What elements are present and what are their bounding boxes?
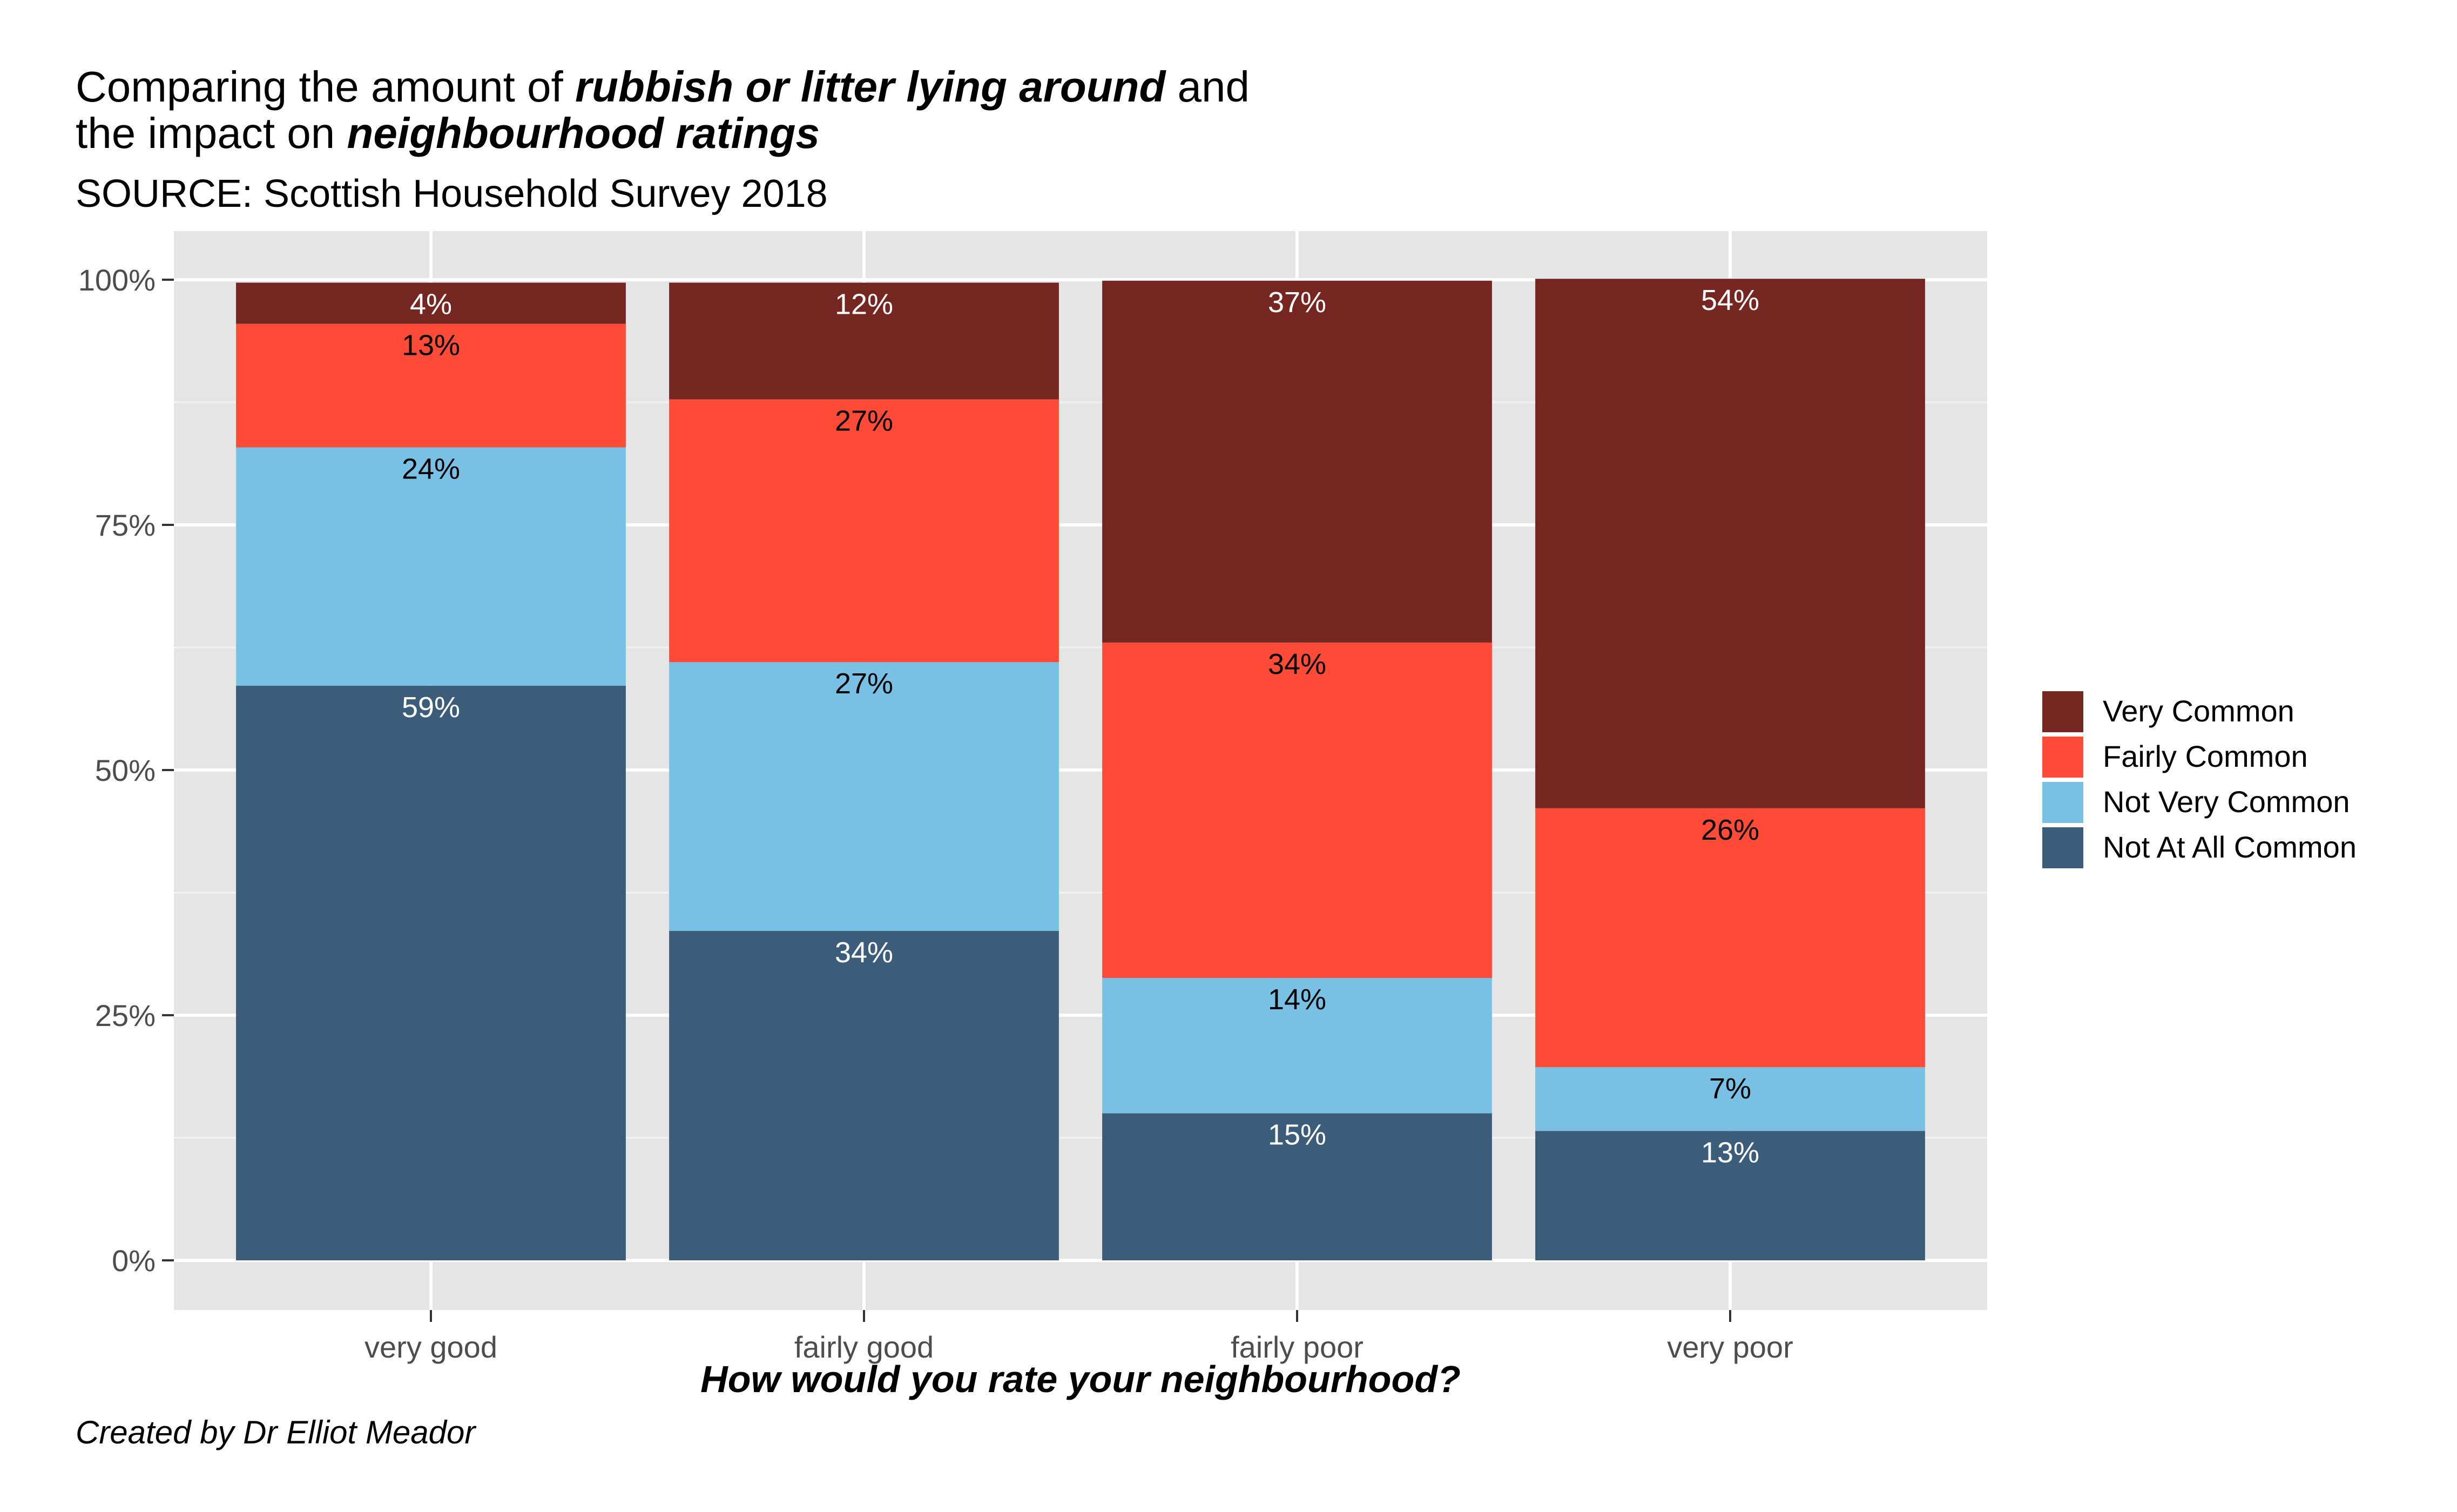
y-tick-label: 50% bbox=[95, 753, 156, 787]
x-tick-label: very poor bbox=[1667, 1330, 1793, 1364]
bar-segment bbox=[236, 447, 626, 686]
title-line-1: Comparing the amount of rubbish or litte… bbox=[76, 64, 1250, 110]
data-label: 4% bbox=[410, 288, 452, 320]
data-label: 13% bbox=[1701, 1136, 1759, 1169]
legend-label: Not Very Common bbox=[2103, 785, 2350, 819]
y-tick-label: 25% bbox=[95, 998, 156, 1032]
bar-segment bbox=[1102, 977, 1492, 1113]
x-axis-title: How would you rate your neighbourhood? bbox=[700, 1358, 1461, 1400]
y-tick-label: 0% bbox=[112, 1244, 156, 1278]
bar-segment bbox=[236, 685, 626, 1260]
data-label: 27% bbox=[835, 405, 893, 437]
legend-key bbox=[2042, 737, 2083, 778]
legend-key bbox=[2042, 827, 2083, 868]
bar-segment bbox=[1535, 1131, 1925, 1260]
bar-segment bbox=[1102, 280, 1492, 643]
data-label: 13% bbox=[402, 329, 460, 362]
bar-segment bbox=[669, 399, 1059, 663]
data-label: 24% bbox=[402, 453, 460, 485]
data-label: 14% bbox=[1268, 983, 1326, 1016]
title-text: and bbox=[1165, 63, 1250, 111]
x-tick-label: very good bbox=[364, 1330, 497, 1364]
y-tick-label: 75% bbox=[95, 508, 156, 542]
data-label: 12% bbox=[835, 288, 893, 320]
title-text: Comparing the amount of bbox=[76, 63, 575, 111]
bar-segment bbox=[236, 282, 626, 324]
data-label: 27% bbox=[835, 667, 893, 700]
title-emphasis: rubbish or litter lying around bbox=[575, 63, 1166, 111]
data-label: 26% bbox=[1701, 814, 1759, 846]
bar-segment bbox=[669, 662, 1059, 931]
data-label: 37% bbox=[1268, 286, 1326, 319]
chart-subtitle: SOURCE: Scottish Household Survey 2018 bbox=[76, 172, 828, 215]
chart-title: Comparing the amount of rubbish or litte… bbox=[76, 64, 1250, 157]
bar-segment bbox=[1535, 1067, 1925, 1131]
x-axis: very good fairly good fairly poor very poor bbox=[364, 1310, 1793, 1364]
legend-label: Very Common bbox=[2103, 694, 2294, 728]
data-label: 59% bbox=[402, 691, 460, 724]
bar-segment bbox=[236, 323, 626, 448]
y-tick-label: 100% bbox=[78, 263, 156, 297]
data-label: 34% bbox=[1268, 648, 1326, 680]
data-labels: 59% 24% 13% 4% 34% 27% 27% 12% 15% 14% 34% 37% 13% 7%… bbox=[402, 284, 1759, 1169]
x-tick-label: fairly poor bbox=[1231, 1330, 1364, 1364]
data-label: 7% bbox=[1709, 1072, 1751, 1105]
data-label: 54% bbox=[1701, 284, 1759, 316]
chart-caption: Created by Dr Elliot Meador bbox=[76, 1414, 476, 1450]
data-label: 15% bbox=[1268, 1119, 1326, 1151]
legend-label: Not At All Common bbox=[2103, 830, 2357, 864]
bar-segment bbox=[1535, 808, 1925, 1068]
data-label: 34% bbox=[835, 936, 893, 969]
legend-label: Fairly Common bbox=[2103, 739, 2308, 773]
y-axis: 0% 25% 50% 75% 100% bbox=[78, 263, 174, 1278]
title-text: the impact on bbox=[76, 109, 347, 157]
bar-segment bbox=[1535, 279, 1925, 808]
bar-segment bbox=[669, 930, 1059, 1260]
bar-segment bbox=[1102, 642, 1492, 978]
title-emphasis: neighbourhood ratings bbox=[347, 109, 820, 157]
bar-segment bbox=[1102, 1113, 1492, 1260]
title-line-2: the impact on neighbourhood ratings bbox=[76, 110, 1250, 157]
bars bbox=[236, 279, 1925, 1260]
legend-key bbox=[2042, 691, 2083, 732]
x-tick-label: fairly good bbox=[794, 1330, 934, 1364]
legend-key bbox=[2042, 782, 2083, 823]
bar-segment bbox=[669, 282, 1059, 400]
legend: Very Common Fairly Common Not Very Common N… bbox=[2042, 691, 2357, 868]
